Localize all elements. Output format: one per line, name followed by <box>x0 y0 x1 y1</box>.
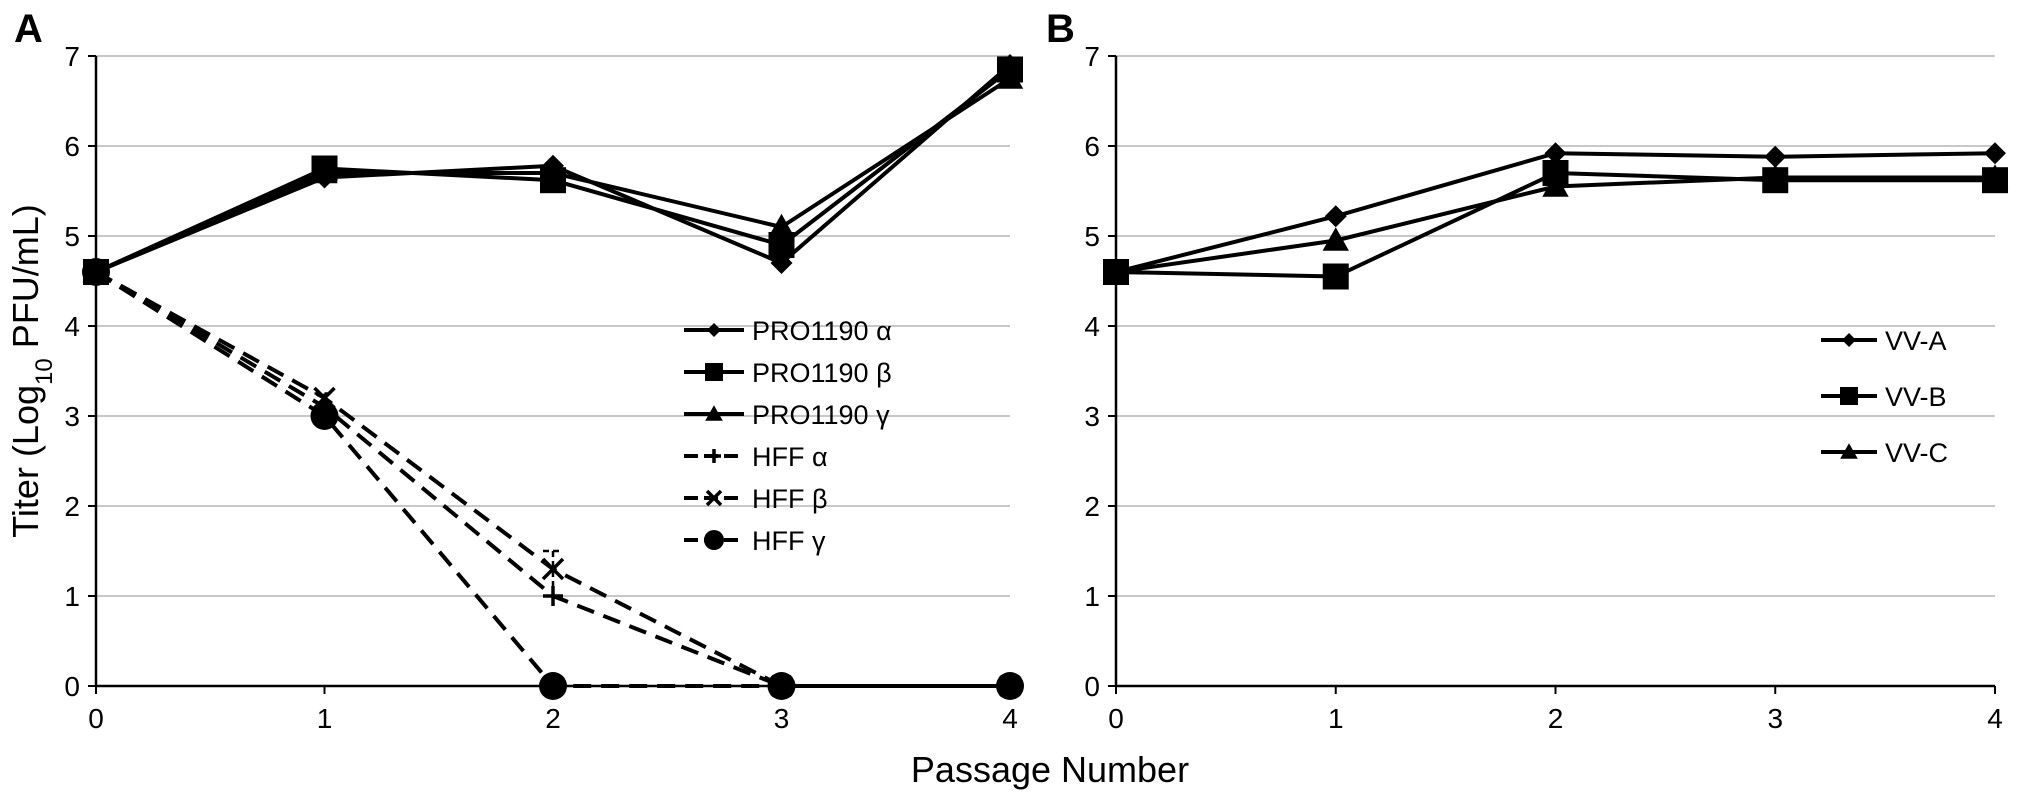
panel-a-y-tick-label: 2 <box>64 491 80 522</box>
panel-a-data-point <box>311 159 338 184</box>
panel-a-y-tick-label: 7 <box>64 41 80 72</box>
panel-b-data-point <box>1322 227 1349 251</box>
legend-item: HFF γ <box>684 526 826 556</box>
panel-a-x-tick-label: 3 <box>774 703 790 734</box>
legend-item: PRO1190 α <box>684 316 892 346</box>
panel-b-y-tick-label: 5 <box>1084 221 1100 252</box>
panel-b-data-point <box>1324 205 1347 228</box>
panel-a-x-tick-label: 1 <box>317 703 333 734</box>
legend-item: VV-A <box>1821 326 1947 356</box>
panel-a-data-point <box>82 258 110 286</box>
legend-label: VV-C <box>1885 438 1948 468</box>
panel-a-error-bar <box>543 549 563 596</box>
legend-marker <box>1840 443 1858 459</box>
legend-label: PRO1190 β <box>752 358 892 388</box>
panel-b-y-tick-label: 3 <box>1084 401 1100 432</box>
panel-b-data-point <box>1322 263 1349 290</box>
panel-a-data-point <box>543 586 563 606</box>
panel-a-data-point <box>539 672 567 700</box>
panel-b-y-tick-label: 6 <box>1084 131 1100 162</box>
legend-item: VV-C <box>1821 438 1948 468</box>
panel-b-x-tick-label: 2 <box>1548 703 1564 734</box>
legend-marker <box>1842 333 1856 347</box>
panel-b-y-tick-label: 1 <box>1084 581 1100 612</box>
panel-b-x-tick-label: 1 <box>1328 703 1344 734</box>
panel-a-x-tick-label: 2 <box>545 703 561 734</box>
legend-item: PRO1190 β <box>684 358 892 388</box>
panel-a-data-point <box>767 672 796 700</box>
panel-a-y-tick-label: 6 <box>64 131 80 162</box>
legend-marker <box>707 449 721 463</box>
panel-a-y-tick-label: 3 <box>64 401 80 432</box>
panel-b-y-tick-label: 2 <box>1084 491 1100 522</box>
legend-label: HFF α <box>752 442 828 472</box>
panel-b-y-tick-label: 4 <box>1084 311 1100 342</box>
panel-a-series-hff-5 <box>82 258 1024 700</box>
legend-label: VV-B <box>1885 382 1947 412</box>
panel-a-x-tick-label: 4 <box>1002 703 1018 734</box>
panel-a-x-tick-label: 0 <box>88 703 104 734</box>
legend-marker <box>1840 387 1858 405</box>
panel-a-y-tick-label: 5 <box>64 221 80 252</box>
panel-label-b: B <box>1046 7 1075 51</box>
panel-a-y-tick-label: 1 <box>64 581 80 612</box>
legend-item: HFF β <box>684 484 828 514</box>
panel-label-a: A <box>14 7 43 51</box>
legend-label: PRO1190 α <box>752 316 892 346</box>
panel-b-data-point <box>1542 173 1569 197</box>
panel-a-data-point <box>996 65 1024 89</box>
panel-b-data-point <box>1981 164 2009 188</box>
panel-a-series-pro1190-2 <box>82 65 1024 283</box>
panel-b-y-tick-label: 0 <box>1084 671 1100 702</box>
legend-label: HFF β <box>752 484 828 514</box>
panel-b: B 0 1 2 3 4 5 6 7 0 1 2 3 4 VV-A VV-B VV-C <box>1046 7 2009 734</box>
panel-b-series-vv-c-2 <box>1102 164 2009 283</box>
panel-b-legend: VV-A VV-B VV-C <box>1821 326 1948 468</box>
legend-marker <box>705 489 723 507</box>
panel-a-data-point <box>539 159 567 184</box>
legend-marker <box>704 530 724 550</box>
panel-b-data-point <box>1102 258 1130 283</box>
panel-b-data-point <box>1984 142 2006 165</box>
legend-marker <box>707 323 721 337</box>
panel-b-data-point <box>1762 164 1789 188</box>
panel-b-data-point <box>1764 145 1787 168</box>
panel-b-y-tick-label: 7 <box>1084 41 1100 72</box>
panel-b-x-tick-label: 3 <box>1767 703 1783 734</box>
legend-item: VV-B <box>1821 382 1947 412</box>
x-axis-title: Passage Number <box>911 749 1189 790</box>
legend-marker <box>705 405 723 421</box>
y-axis-title: Titer (Log10 PFU/mL) <box>5 204 58 537</box>
panel-a-data-point <box>541 557 565 581</box>
legend-label: PRO1190 γ <box>752 400 890 430</box>
legend-label: HFF γ <box>752 526 826 556</box>
panel-b-data-point <box>1544 142 1567 165</box>
panel-a-data-point <box>768 213 795 238</box>
panel-a-y-tick-label: 0 <box>64 671 80 702</box>
panel-a-data-point <box>996 672 1024 700</box>
panel-b-x-tick-label: 0 <box>1108 703 1124 734</box>
legend-label: VV-A <box>1885 326 1947 356</box>
panel-b-x-tick-label: 4 <box>1987 703 2003 734</box>
legend-marker <box>705 363 723 381</box>
legend-item: HFF α <box>684 442 828 472</box>
legend-item: PRO1190 γ <box>684 400 890 430</box>
panel-a-data-point <box>310 402 339 430</box>
panel-a-y-tick-label: 4 <box>64 311 80 342</box>
panel-a-legend: PRO1190 α PRO1190 β PRO1190 γ HFF α HFF β HFF… <box>684 316 892 556</box>
